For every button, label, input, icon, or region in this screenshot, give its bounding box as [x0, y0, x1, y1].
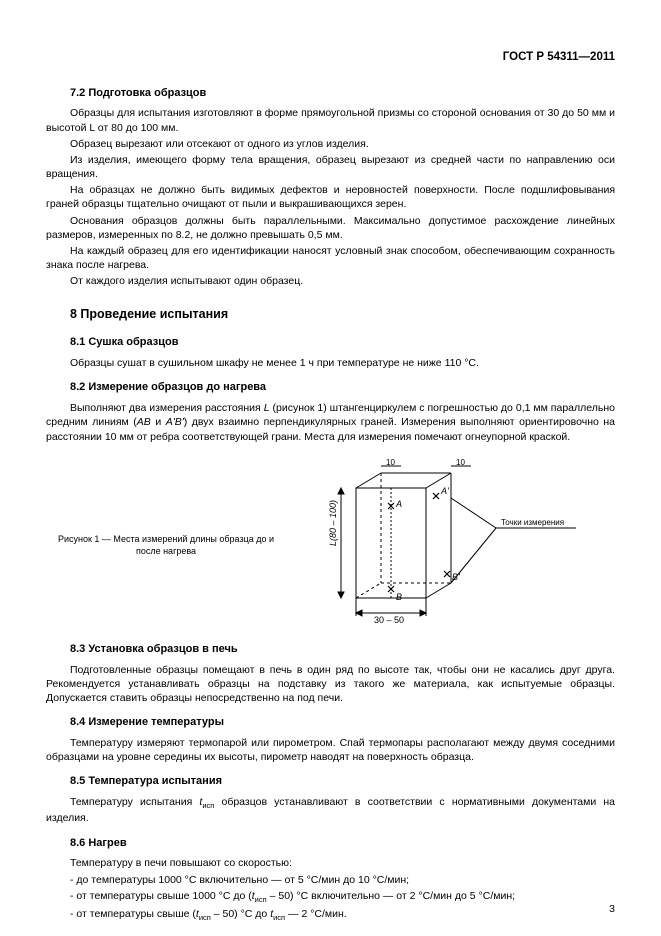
- label-points: Точки измерения: [501, 518, 564, 527]
- heading-8-5: 8.5 Температура испытания: [46, 774, 615, 789]
- list-item: - от температуры свыше 1000 °С до (tисп …: [46, 889, 615, 905]
- para: На образцах не должно быть видимых дефек…: [46, 183, 615, 211]
- list-item: - до температуры 1000 °С включительно — …: [46, 873, 615, 887]
- figure-caption: Рисунок 1 — Места измерений длины образц…: [46, 533, 296, 557]
- text: — 2 °С/мин.: [285, 908, 347, 920]
- doc-code: ГОСТ Р 54311—2011: [46, 50, 615, 66]
- heading-7-2: 7.2 Подготовка образцов: [46, 86, 615, 101]
- para: Температуру в печи повышают со скоростью…: [46, 856, 615, 870]
- figure-1: Рисунок 1 — Места измерений длины образц…: [46, 458, 615, 632]
- para: Выполняют два измерения расстояния L (ри…: [46, 401, 615, 444]
- page: ГОСТ Р 54311—2011 7.2 Подготовка образцо…: [0, 0, 661, 936]
- heading-8-2: 8.2 Измерение образцов до нагрева: [46, 380, 615, 395]
- list-item: - от температуры свыше (tисп – 50) °С до…: [46, 907, 615, 923]
- label-height: L(80 – 100): [328, 500, 338, 546]
- heading-8-6: 8.6 Нагрев: [46, 836, 615, 851]
- text: - от температуры свыше (: [70, 908, 196, 920]
- subscript: исп: [202, 801, 214, 810]
- label-Bprime: В': [452, 572, 460, 582]
- text: – 50) °С включительно — от 2 °С/мин до 5…: [267, 890, 515, 902]
- subscript: исп: [273, 913, 285, 922]
- heading-8-3: 8.3 Установка образцов в печь: [46, 642, 615, 657]
- text: и: [151, 416, 166, 428]
- text: – 50) °С до: [211, 908, 270, 920]
- label-width: 30 – 50: [374, 615, 404, 625]
- para: Образец вырезают или отсекают от одного …: [46, 137, 615, 151]
- symbol-ABprime: А'В': [166, 416, 184, 428]
- subscript: исп: [255, 895, 267, 904]
- label-B: В: [396, 592, 402, 602]
- figure-svg: А А' В В' Точки измерения L(80 – 100) 30…: [296, 458, 586, 632]
- heading-8-4: 8.4 Измерение температуры: [46, 715, 615, 730]
- page-number: 3: [609, 902, 615, 916]
- text: - от температуры свыше 1000 °С до (: [70, 890, 252, 902]
- para: Температуру измеряют термопарой или пиро…: [46, 736, 615, 764]
- subscript: исп: [199, 913, 211, 922]
- para: Основания образцов должны быть параллель…: [46, 214, 615, 242]
- label-10a: 10: [386, 458, 395, 467]
- text: Выполняют два измерения расстояния: [70, 402, 264, 414]
- label-10b: 10: [456, 458, 465, 467]
- text: Температуру испытания: [70, 796, 199, 808]
- label-A: А: [395, 499, 402, 509]
- para: От каждого изделия испытывают один образ…: [46, 274, 615, 288]
- para: Образцы сушат в сушильном шкафу не менее…: [46, 356, 615, 370]
- para: Образцы для испытания изготовляют в форм…: [46, 106, 615, 134]
- heading-8: 8 Проведение испытания: [46, 306, 615, 323]
- para: На каждый образец для его идентификации …: [46, 244, 615, 272]
- para: Подготовленные образцы помещают в печь в…: [46, 663, 615, 706]
- label-Aprime: А': [440, 486, 449, 496]
- heading-8-1: 8.1 Сушка образцов: [46, 335, 615, 350]
- para: Температуру испытания tисп образцов уста…: [46, 795, 615, 825]
- para: Из изделия, имеющего форму тела вращения…: [46, 153, 615, 181]
- symbol-AB: АВ: [137, 416, 151, 428]
